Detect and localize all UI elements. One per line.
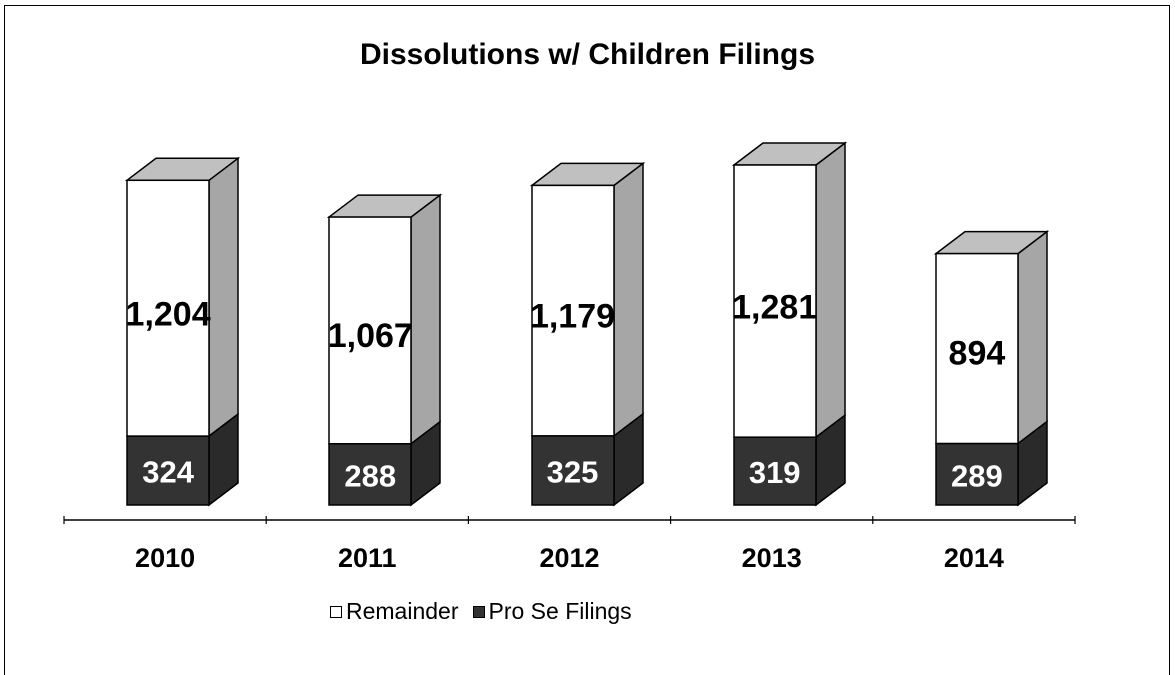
- x-tick-label: 2011: [338, 543, 397, 573]
- bar-remainder: [935, 252, 1019, 445]
- bar-remainder: [126, 179, 210, 437]
- bar-side-remainder: [613, 161, 644, 438]
- data-label-remainder: 894: [949, 334, 1006, 372]
- bar-pro-se: [935, 442, 1019, 506]
- chart-title: Dissolutions w/ Children Filings: [359, 38, 816, 71]
- data-label-remainder: 1,281: [732, 289, 817, 327]
- legend-label-pro-se: Pro Se Filings: [488, 598, 632, 624]
- legend-swatch-remainder: [330, 605, 342, 618]
- bar-side-remainder: [208, 156, 239, 438]
- x-tick-label: 2010: [135, 543, 195, 573]
- legend-swatch-pro-se: [472, 605, 485, 618]
- data-label-remainder: 1,067: [328, 317, 413, 355]
- data-label-pro-se: 288: [344, 458, 396, 493]
- bar-side-remainder: [1017, 230, 1048, 446]
- legend-item-pro-se: Pro Se Filings: [472, 598, 632, 625]
- data-label-pro-se: 289: [951, 458, 1003, 493]
- data-label-pro-se: 319: [749, 455, 801, 490]
- x-tick-label: 2014: [944, 543, 1004, 573]
- legend-item-remainder: Remainder: [330, 598, 459, 625]
- bar-remainder: [531, 184, 615, 437]
- data-label-remainder: 1,179: [530, 298, 615, 336]
- bar-pro-se: [126, 435, 210, 506]
- chart-legend: Remainder Pro Se Filings: [330, 598, 646, 625]
- bar-side-remainder: [815, 141, 846, 439]
- bar-remainder: [733, 164, 817, 438]
- data-label-remainder: 1,204: [126, 295, 211, 333]
- bar-pro-se: [733, 436, 817, 506]
- bar-pro-se: [328, 443, 412, 506]
- bar-side-remainder: [410, 193, 441, 446]
- data-label-pro-se: 325: [547, 454, 599, 489]
- x-tick-label: 2013: [742, 543, 802, 573]
- legend-label-remainder: Remainder: [346, 598, 459, 624]
- bar-remainder: [328, 216, 412, 445]
- bar-pro-se: [531, 435, 615, 506]
- x-tick-label: 2012: [539, 543, 599, 573]
- data-label-pro-se: 324: [142, 455, 194, 490]
